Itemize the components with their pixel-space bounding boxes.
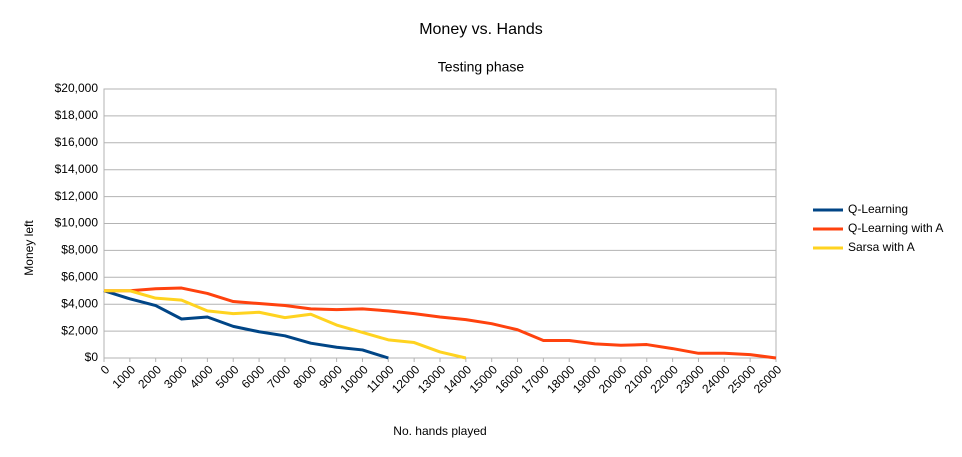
y-tick-label: $2,000	[61, 323, 98, 337]
x-tick-label: 0	[98, 362, 113, 377]
x-tick-label: 20000	[596, 362, 630, 396]
x-tick-label: 1000	[109, 362, 138, 391]
y-tick-label: $14,000	[55, 162, 99, 176]
x-tick-label: 10000	[337, 362, 371, 396]
x-tick-label: 17000	[518, 362, 552, 396]
y-tick-label: $0	[85, 350, 99, 364]
x-tick-label: 22000	[647, 362, 681, 396]
x-tick-label: 15000	[467, 362, 501, 396]
x-tick-label: 24000	[699, 362, 733, 396]
series-line	[104, 289, 467, 360]
series-line	[103, 289, 389, 360]
y-tick-label: $6,000	[61, 269, 98, 283]
x-tick-label: 7000	[265, 362, 294, 391]
x-tick-label: 12000	[389, 362, 423, 396]
x-tick-label: 18000	[544, 362, 578, 396]
x-tick-label: 21000	[622, 362, 656, 396]
x-tick-label: 2000	[135, 362, 164, 391]
y-tick-label: $20,000	[55, 81, 99, 95]
chart-subtitle: Testing phase	[438, 59, 525, 75]
x-tick-label: 26000	[751, 362, 785, 396]
y-tick-label: $10,000	[55, 216, 99, 230]
x-tick-label: 8000	[290, 362, 319, 391]
x-tick-label: 3000	[161, 362, 190, 391]
x-tick-label: 14000	[441, 362, 475, 396]
x-tick-label: 25000	[725, 362, 759, 396]
legend-label: Sarsa with A	[848, 240, 915, 254]
x-tick-label: 4000	[187, 362, 216, 391]
x-tick-label: 19000	[570, 362, 604, 396]
y-tick-label: $4,000	[61, 296, 98, 310]
series-line	[104, 286, 777, 360]
y-tick-label: $8,000	[61, 243, 98, 257]
x-axis-label: No. hands played	[393, 424, 486, 438]
legend-label: Q-Learning	[848, 202, 908, 216]
legend-label: Q-Learning with A	[848, 221, 943, 235]
y-axis-label: Money left	[22, 220, 36, 276]
x-tick-label: 6000	[239, 362, 268, 391]
x-tick-label: 23000	[673, 362, 707, 396]
chart-title: Money vs. Hands	[419, 21, 543, 38]
y-tick-label: $12,000	[55, 189, 99, 203]
y-tick-label: $18,000	[55, 108, 99, 122]
x-tick-label: 16000	[492, 362, 526, 396]
x-tick-label: 5000	[213, 362, 242, 391]
y-tick-label: $16,000	[55, 135, 99, 149]
x-tick-label: 13000	[415, 362, 449, 396]
